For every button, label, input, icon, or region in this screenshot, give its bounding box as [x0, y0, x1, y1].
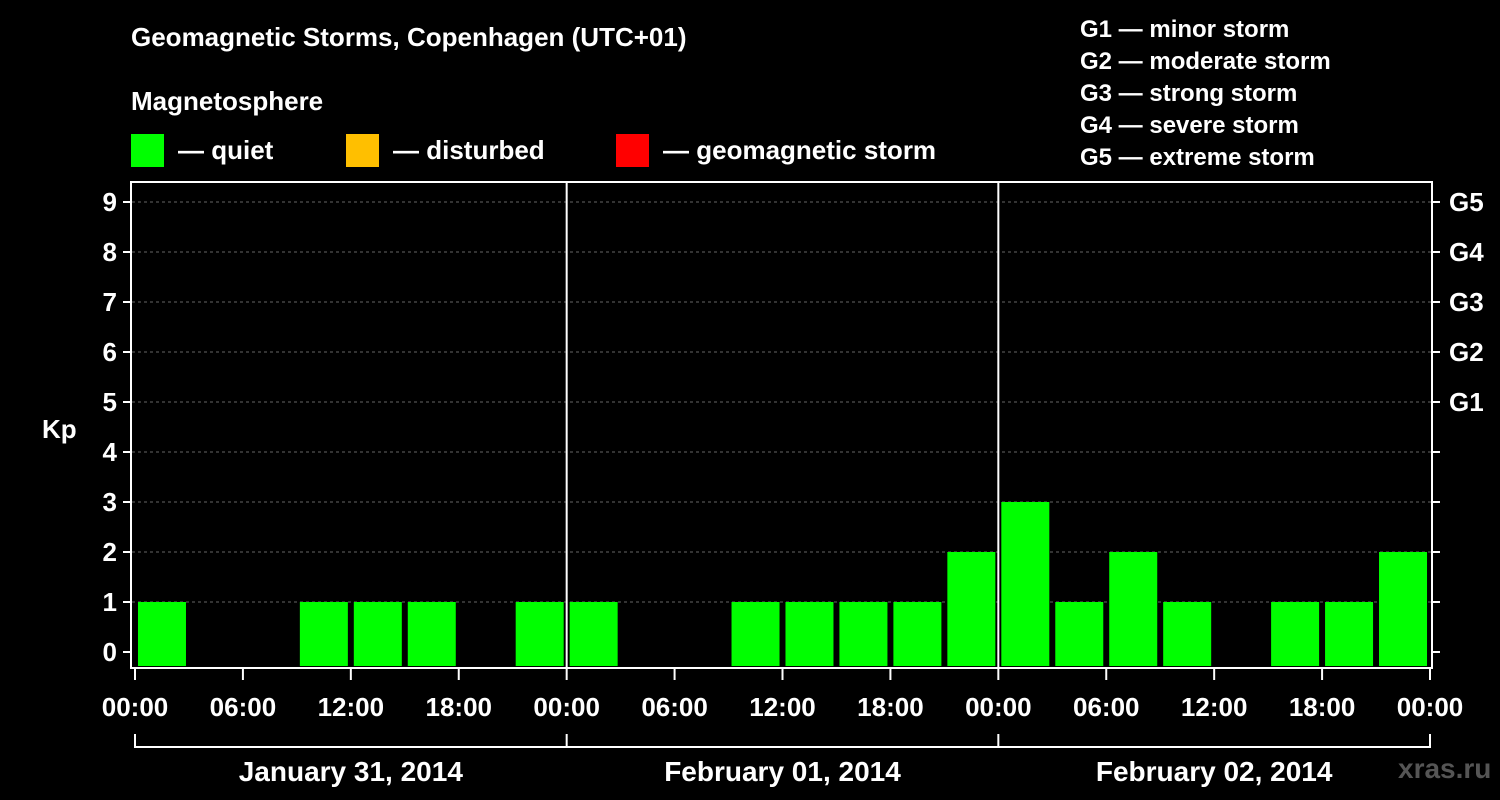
x-tick-label: 06:00	[210, 692, 277, 722]
storm-scale-legend: G1 — minor storm G2 — moderate storm G3 …	[1080, 14, 1331, 174]
legend-item-storm: — geomagnetic storm	[616, 133, 936, 167]
watermark: xras.ru	[1398, 753, 1492, 784]
storm-scale-g2: G2 — moderate storm	[1080, 48, 1331, 75]
kp-bar	[1055, 602, 1104, 666]
legend-label-disturbed: — disturbed	[393, 134, 545, 165]
kp-bar	[299, 602, 348, 666]
x-tick-label: 12:00	[1181, 692, 1248, 722]
y-tick-label: 0	[103, 637, 117, 667]
chart-subtitle: Magnetosphere	[131, 86, 324, 116]
kp-bar	[1379, 552, 1428, 666]
kp-bar	[569, 602, 618, 666]
g-scale-label: G5	[1449, 187, 1484, 217]
storm-scale-g4: G4 — severe storm	[1080, 112, 1299, 139]
y-tick-label: 6	[103, 337, 117, 367]
y-tick-label: 2	[103, 537, 117, 567]
plot-frame	[130, 181, 1433, 669]
x-tick-label: 12:00	[749, 692, 816, 722]
kp-bar	[1163, 602, 1212, 666]
y-tick-label: 8	[103, 237, 117, 267]
legend-item-disturbed: — disturbed	[346, 133, 545, 167]
y-tick-label: 3	[103, 487, 117, 517]
kp-bar	[1325, 602, 1374, 666]
g-scale-label: G3	[1449, 287, 1484, 317]
kp-bar	[1271, 602, 1320, 666]
x-tick-label: 18:00	[857, 692, 924, 722]
day-label: January 31, 2014	[239, 756, 464, 787]
legend-swatch-quiet	[131, 133, 164, 167]
x-tick-label: 12:00	[318, 692, 385, 722]
kp-bar	[947, 552, 996, 666]
y-tick-label: 9	[103, 187, 117, 217]
y-tick-label: 7	[103, 287, 117, 317]
kp-bar	[839, 602, 888, 666]
kp-bar	[515, 602, 564, 666]
day-label: February 02, 2014	[1096, 756, 1333, 787]
legend-label-quiet: — quiet	[178, 134, 274, 165]
storm-scale-g3: G3 — strong storm	[1080, 80, 1298, 107]
legend-swatch-disturbed	[346, 133, 379, 167]
x-tick-label: 18:00	[1289, 692, 1356, 722]
g-scale-label: G1	[1449, 387, 1484, 417]
x-tick-label: 00:00	[1397, 692, 1464, 722]
x-tick-label: 00:00	[102, 692, 169, 722]
storm-scale-g5: G5 — extreme storm	[1080, 144, 1315, 171]
storm-scale-g1: G1 — minor storm	[1080, 16, 1290, 43]
kp-bar	[731, 602, 780, 666]
y-tick-label: 5	[103, 387, 117, 417]
kp-bar	[353, 602, 402, 666]
kp-bar	[1001, 502, 1050, 666]
y-axis-label: Kp	[42, 414, 77, 444]
x-tick-label: 06:00	[1073, 692, 1140, 722]
y-tick-label: 4	[103, 437, 118, 467]
x-tick-label: 00:00	[533, 692, 600, 722]
legend-label-storm: — geomagnetic storm	[663, 134, 937, 165]
g-scale-label: G4	[1449, 237, 1484, 267]
chart-title: Geomagnetic Storms, Copenhagen (UTC+01)	[131, 22, 687, 52]
legend-item-quiet: — quiet	[131, 133, 273, 167]
kp-bar	[137, 602, 186, 666]
kp-bar	[785, 602, 834, 666]
x-tick-label: 18:00	[426, 692, 493, 722]
kp-bar	[407, 602, 456, 666]
legend-swatch-storm	[616, 133, 649, 167]
x-tick-label: 06:00	[641, 692, 708, 722]
x-tick-label: 00:00	[965, 692, 1032, 722]
kp-bar	[1109, 552, 1158, 666]
g-scale-label: G2	[1449, 337, 1484, 367]
y-tick-label: 1	[103, 587, 117, 617]
kp-bar	[893, 602, 942, 666]
day-label: February 01, 2014	[664, 756, 901, 787]
